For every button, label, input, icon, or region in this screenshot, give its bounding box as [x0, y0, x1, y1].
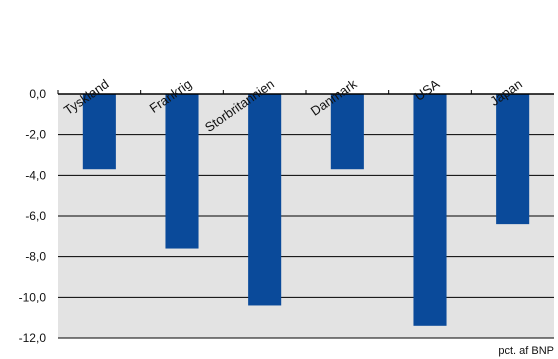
y-tick-label: 0,0 [29, 87, 46, 101]
bars [82, 94, 530, 326]
y-axis-ticks: 0,0 -2,0 -4,0 -6,0 -8,0 -10,0 -12,0 [19, 87, 47, 345]
unit-label: pct. af BNP [498, 345, 554, 357]
y-tick-label: -10,0 [19, 290, 47, 304]
gridlines [58, 134, 554, 339]
bar-storbritannien [248, 94, 282, 306]
y-tick-label: -12,0 [19, 331, 47, 345]
bar-tyskland [82, 94, 116, 170]
y-tick-label: -4,0 [25, 168, 46, 182]
bar-frankrig [165, 94, 199, 249]
bar-japan [496, 94, 530, 225]
y-tick-label: -6,0 [25, 209, 46, 223]
bar-danmark [330, 94, 364, 170]
bar-usa [413, 94, 447, 326]
y-tick-label: -2,0 [25, 128, 46, 142]
y-tick-label: -8,0 [25, 250, 46, 264]
